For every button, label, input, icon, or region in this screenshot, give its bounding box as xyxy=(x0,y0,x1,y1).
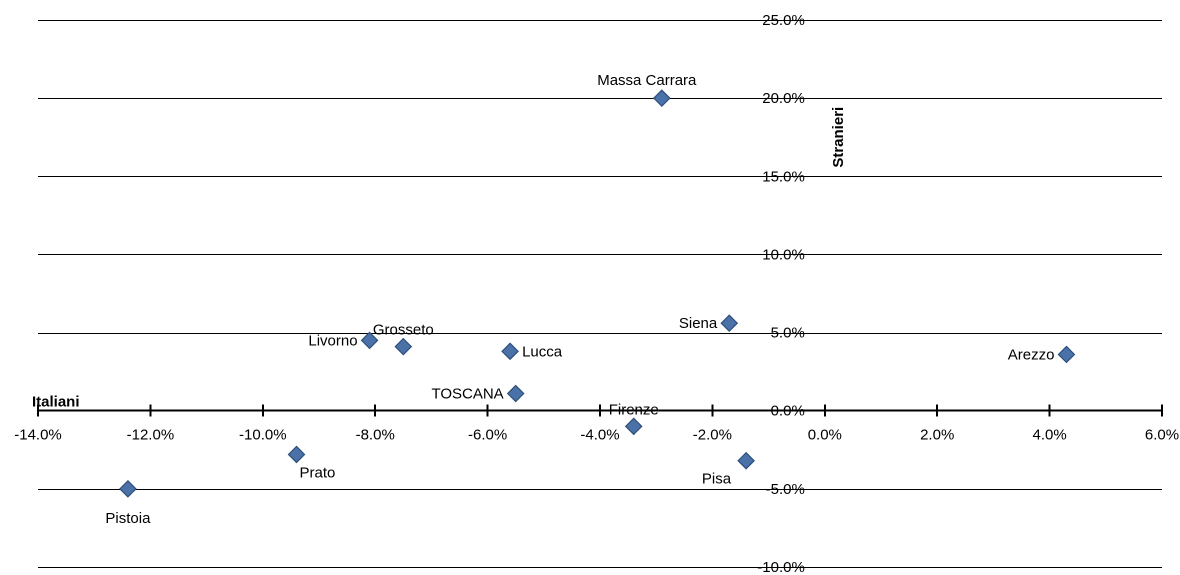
y-tick-label: -10.0% xyxy=(757,559,805,575)
data-label: Pistoia xyxy=(105,510,151,527)
data-label: TOSCANA xyxy=(431,386,503,403)
x-tick-label: -4.0% xyxy=(580,427,619,444)
data-label: Prato xyxy=(300,464,336,481)
x-tick-label: -14.0% xyxy=(14,427,62,444)
x-tick-label: -2.0% xyxy=(693,427,732,444)
data-point xyxy=(506,384,525,403)
data-point xyxy=(501,342,519,361)
y-tick-label: 5.0% xyxy=(771,325,805,342)
y-tick-label: 25.0% xyxy=(762,12,805,29)
tick-marks xyxy=(37,404,1163,417)
data-point xyxy=(624,417,643,436)
data-label: Livorno xyxy=(308,332,357,349)
y-tick-label: 10.0% xyxy=(762,246,805,263)
data-label: Lucca xyxy=(522,343,563,360)
data-label: Massa Carrara xyxy=(597,72,697,89)
data-labels: Massa Carrara Siena Arezzo Grosseto Livorno L… xyxy=(105,72,1054,527)
x-tick-label: 2.0% xyxy=(920,427,954,444)
x-tick-label: 0.0% xyxy=(808,427,842,444)
y-tick-label: 20.0% xyxy=(762,90,805,107)
data-label: Siena xyxy=(679,315,718,332)
tick-labels: -14.0% -12.0% -10.0% -8.0% -6.0% -4.0% -2.0% 0.… xyxy=(14,12,1179,575)
x-tick-label: -6.0% xyxy=(468,427,507,444)
data-label: Pisa xyxy=(702,471,732,488)
data-point xyxy=(652,89,671,107)
data-label: Grosseto xyxy=(373,322,434,339)
data-point xyxy=(1057,345,1076,364)
data-point xyxy=(360,331,379,350)
x-axis-title: Italiani xyxy=(32,394,80,411)
x-tick-label: -10.0% xyxy=(239,427,287,444)
x-tick-label: 4.0% xyxy=(1032,427,1066,444)
x-tick-label: -12.0% xyxy=(127,427,175,444)
x-tick-label: -8.0% xyxy=(356,427,395,444)
y-tick-label: 0.0% xyxy=(771,403,805,420)
horizontal-gridlines xyxy=(38,20,1162,568)
data-point xyxy=(737,451,755,470)
x-tick-label: 6.0% xyxy=(1145,427,1179,444)
data-point xyxy=(119,480,137,498)
data-point xyxy=(287,445,306,464)
y-axis-title: Stranieri xyxy=(830,107,847,168)
y-tick-label: -5.0% xyxy=(766,481,805,498)
data-point xyxy=(720,314,739,333)
data-point xyxy=(394,337,413,356)
data-points xyxy=(119,89,1076,498)
data-label: Firenze xyxy=(609,401,659,418)
y-tick-label: 15.0% xyxy=(762,168,805,185)
data-label: Arezzo xyxy=(1008,346,1055,363)
